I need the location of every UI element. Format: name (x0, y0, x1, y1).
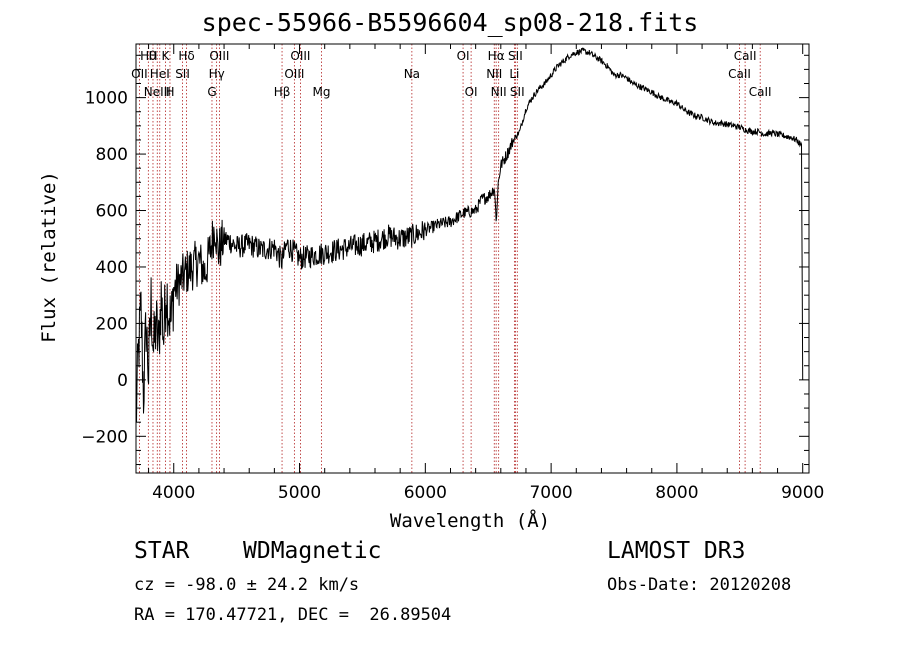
line-marker-label-18: OI (465, 85, 478, 99)
x-tick-label-1: 5000 (278, 483, 321, 503)
line-marker-label-12: Hβ (274, 85, 291, 99)
line-marker-label-21: NII (491, 85, 507, 99)
y-tick-label-6: 1000 (85, 89, 128, 109)
line-marker-label-20: Hα (488, 49, 505, 63)
line-markers (138, 44, 761, 473)
line-marker-label-13: OIII (284, 67, 304, 81)
survey-name: LAMOST DR3 (607, 538, 746, 564)
y-tick-label-0: −200 (81, 427, 128, 447)
observation-date: Obs-Date: 20120208 (607, 575, 792, 595)
x-tick-label-4: 8000 (655, 483, 698, 503)
line-marker-label-2: K (161, 49, 170, 63)
y-tick-label-2: 200 (96, 314, 128, 334)
y-tick-label-5: 800 (96, 145, 128, 165)
line-marker-label-26: CaII (734, 49, 757, 63)
line-marker-label-22: SII (508, 49, 523, 63)
x-tick-label-5: 9000 (781, 483, 824, 503)
line-marker-label-10: Hγ (209, 67, 225, 81)
y-axis-ticks: −200 0 200 400 600 800 1000 (81, 54, 809, 466)
x-axis-ticks: 4000 5000 6000 7000 8000 9000 (148, 44, 824, 503)
y-axis-label: Flux (relative) (38, 171, 60, 343)
line-marker-label-4: Hδ (178, 49, 194, 63)
line-marker-label-23: SII (510, 85, 525, 99)
redshift-cz: cz = -98.0 ± 24.2 km/s (134, 575, 360, 595)
line-marker-label-17: OI (457, 49, 470, 63)
x-axis-label: Wavelength (Å) (389, 510, 551, 532)
line-marker-label-14: OIII (290, 49, 310, 63)
line-marker-label-11: OIII (209, 49, 229, 63)
line-marker-label-7: HeI (150, 67, 170, 81)
line-marker-label-25: CaII (728, 67, 751, 81)
y-tick-label-3: 400 (96, 258, 128, 278)
line-marker-label-16: Na (404, 67, 420, 81)
line-marker-label-19: NII (486, 67, 502, 81)
line-marker-label-6: NeIII (144, 85, 171, 99)
y-tick-label-1: 0 (117, 371, 128, 391)
x-tick-label-2: 6000 (404, 483, 447, 503)
line-marker-label-24: Li (509, 67, 519, 81)
line-marker-label-5: OII (131, 67, 148, 81)
line-marker-label-15: Mg (313, 85, 331, 99)
x-tick-label-0: 4000 (152, 483, 195, 503)
spectrum-series (135, 47, 804, 423)
chart-title: spec-55966-B5596604_sp08-218.fits (201, 8, 699, 37)
x-tick-label-3: 7000 (529, 483, 572, 503)
plot-frame (135, 43, 810, 474)
line-marker-label-1: H (148, 49, 157, 63)
object-subclass: WDMagnetic (243, 538, 382, 564)
object-class: STAR (134, 538, 190, 564)
ra-dec: RA = 170.47721, DEC = 26.89504 (134, 605, 452, 625)
line-marker-label-3: H (165, 85, 174, 99)
spectrum-line (135, 47, 804, 423)
y-tick-label-4: 600 (96, 202, 128, 222)
line-marker-label-27: CaII (749, 85, 772, 99)
line-marker-label-0: Hθ (140, 49, 156, 63)
line-marker-label-8: SII (175, 67, 190, 81)
line-marker-label-9: G (207, 85, 216, 99)
